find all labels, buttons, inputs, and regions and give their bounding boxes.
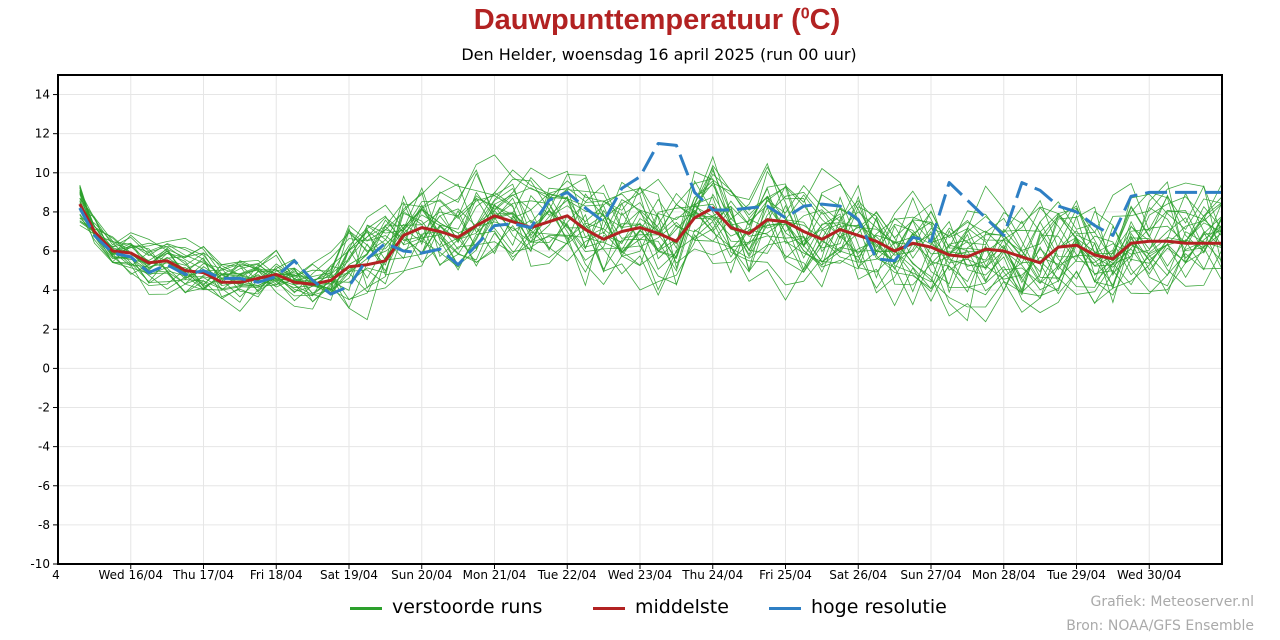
chart-title: Dauwpunttemperatuur (0C) — [0, 4, 1280, 37]
y-tick-label: -2 — [38, 401, 50, 415]
ensemble-member-line — [79, 180, 1223, 312]
legend-label: middelste — [635, 596, 729, 618]
ensemble-lines — [79, 154, 1223, 323]
series-hoge-resolutie-line — [78, 142, 1222, 296]
x-tick-label: Thu 17/04 — [172, 568, 234, 582]
y-tick-label: 8 — [42, 205, 50, 219]
chart-title-main: Dauwpunttemperatuur ( — [473, 4, 801, 36]
legend-swatch-red — [593, 607, 625, 610]
legend-swatch-green — [350, 607, 382, 610]
x-tick-label: Thu 24/04 — [681, 568, 743, 582]
x-tick-label: Tue 29/04 — [1046, 568, 1106, 582]
credit-source: Bron: NOAA/GFS Ensemble — [1066, 618, 1254, 634]
x-tick-label: Fri 18/04 — [250, 568, 303, 582]
x-tick-label-first: 4 — [52, 568, 60, 582]
x-tick-label: Wed 16/04 — [98, 568, 163, 582]
ensemble-member-line — [79, 182, 1223, 295]
x-tick-label: Sat 26/04 — [829, 568, 887, 582]
x-tick-label: Fri 25/04 — [759, 568, 812, 582]
chart-title-unit: C) — [809, 4, 841, 36]
y-tick-label: 0 — [42, 361, 50, 375]
y-tick-label: 6 — [42, 244, 50, 258]
dewpoint-chart: -10 -8 -6 -4 -2 0 2 4 6 8 10 12 14 4 Wed 16/04 Thu 17/0… — [30, 74, 1223, 582]
ensemble-member-line — [79, 191, 1223, 300]
y-tick-label: 14 — [35, 88, 50, 102]
ensemble-member-line — [79, 181, 1223, 297]
chart-axes: -10 -8 -6 -4 -2 0 2 4 6 8 10 12 14 4 Wed 16/04 Thu 17/0… — [30, 88, 1181, 582]
x-tick-label: Mon 28/04 — [972, 568, 1036, 582]
x-tick-label: Tue 22/04 — [537, 568, 597, 582]
series-lines — [78, 142, 1222, 296]
chart-grid — [58, 75, 1222, 565]
y-tick-label: -10 — [30, 557, 50, 571]
x-tick-label: Wed 30/04 — [1117, 568, 1182, 582]
x-tick-label: Wed 23/04 — [608, 568, 673, 582]
y-tick-label: -4 — [38, 440, 50, 454]
ensemble-member-line — [79, 174, 1223, 298]
y-tick-label: 2 — [42, 322, 50, 336]
credit-chart: Grafiek: Meteoserver.nl — [1090, 594, 1255, 610]
y-tick-label: 4 — [42, 283, 50, 297]
x-tick-label: Sun 20/04 — [391, 568, 452, 582]
x-tick-label: Sun 27/04 — [900, 568, 961, 582]
legend-swatch-blue — [769, 607, 801, 610]
y-tick-label: -6 — [38, 479, 50, 493]
y-tick-label: 12 — [35, 127, 50, 141]
ensemble-member-line — [79, 192, 1223, 294]
chart-subtitle: Den Helder, woensdag 16 april 2025 (run … — [461, 45, 857, 64]
legend-label: verstoorde runs — [392, 596, 543, 618]
degree-superscript: 0 — [800, 5, 810, 23]
y-tick-label: 10 — [35, 166, 50, 180]
ensemble-member-line — [79, 155, 1223, 294]
x-tick-label: Sat 19/04 — [320, 568, 378, 582]
ensemble-member-line — [79, 186, 1223, 301]
x-tick-label: Mon 21/04 — [463, 568, 527, 582]
y-tick-label: -8 — [38, 518, 50, 532]
series-middelste-line — [78, 203, 1222, 286]
legend-label: hoge resolutie — [811, 596, 947, 618]
